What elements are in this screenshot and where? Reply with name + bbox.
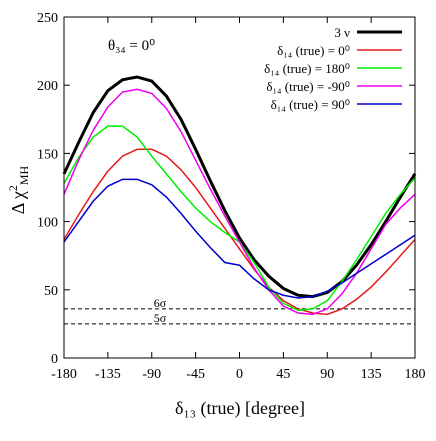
y-axis-label: Δ χ2MH (6, 165, 31, 214)
x-tick-label: -45 (186, 367, 205, 382)
legend-label: δ₁₄ (true) = 180⁰ (264, 61, 350, 76)
reference-label: 5σ (154, 311, 167, 325)
x-tick-label: -180 (51, 367, 77, 382)
x-tick-label: 45 (276, 367, 290, 382)
series-line (62, 75, 417, 299)
legend-label: δ₁₄ (true) = -90⁰ (266, 79, 350, 94)
y-label-main: Δ χ (8, 191, 28, 214)
series-line (63, 88, 416, 316)
reference-label: 6σ (154, 296, 167, 310)
y-tick-label: 200 (37, 79, 58, 94)
annotation: θ₃₄ = 0⁰ (108, 38, 155, 54)
x-tick-label: 180 (405, 367, 426, 382)
plot-frame (63, 16, 416, 359)
y-tick-label: 50 (44, 284, 58, 299)
x-tick-label: 90 (320, 367, 334, 382)
series-line (63, 148, 416, 316)
y-tick-label: 100 (37, 216, 58, 231)
series-line (63, 125, 416, 312)
x-tick-label: 135 (361, 367, 382, 382)
legend-label: 3 ν (334, 25, 350, 40)
series-line (63, 178, 416, 299)
y-tick-label: 250 (37, 11, 58, 26)
x-tick-label: -90 (142, 367, 161, 382)
y-label-sup: 2 (6, 185, 20, 191)
y-tick-label: 0 (51, 352, 58, 367)
legend-label: δ₁₄ (true) = 0⁰ (277, 43, 350, 58)
legend-label: δ₁₄ (true) = 90⁰ (271, 97, 350, 112)
y-label-sub: MH (17, 165, 31, 185)
y-tick-label: 150 (37, 147, 58, 162)
x-tick-label: 0 (236, 367, 243, 382)
x-axis-label: δ₁₃ (true) [degree] (175, 398, 305, 419)
x-tick-label: -135 (95, 367, 121, 382)
